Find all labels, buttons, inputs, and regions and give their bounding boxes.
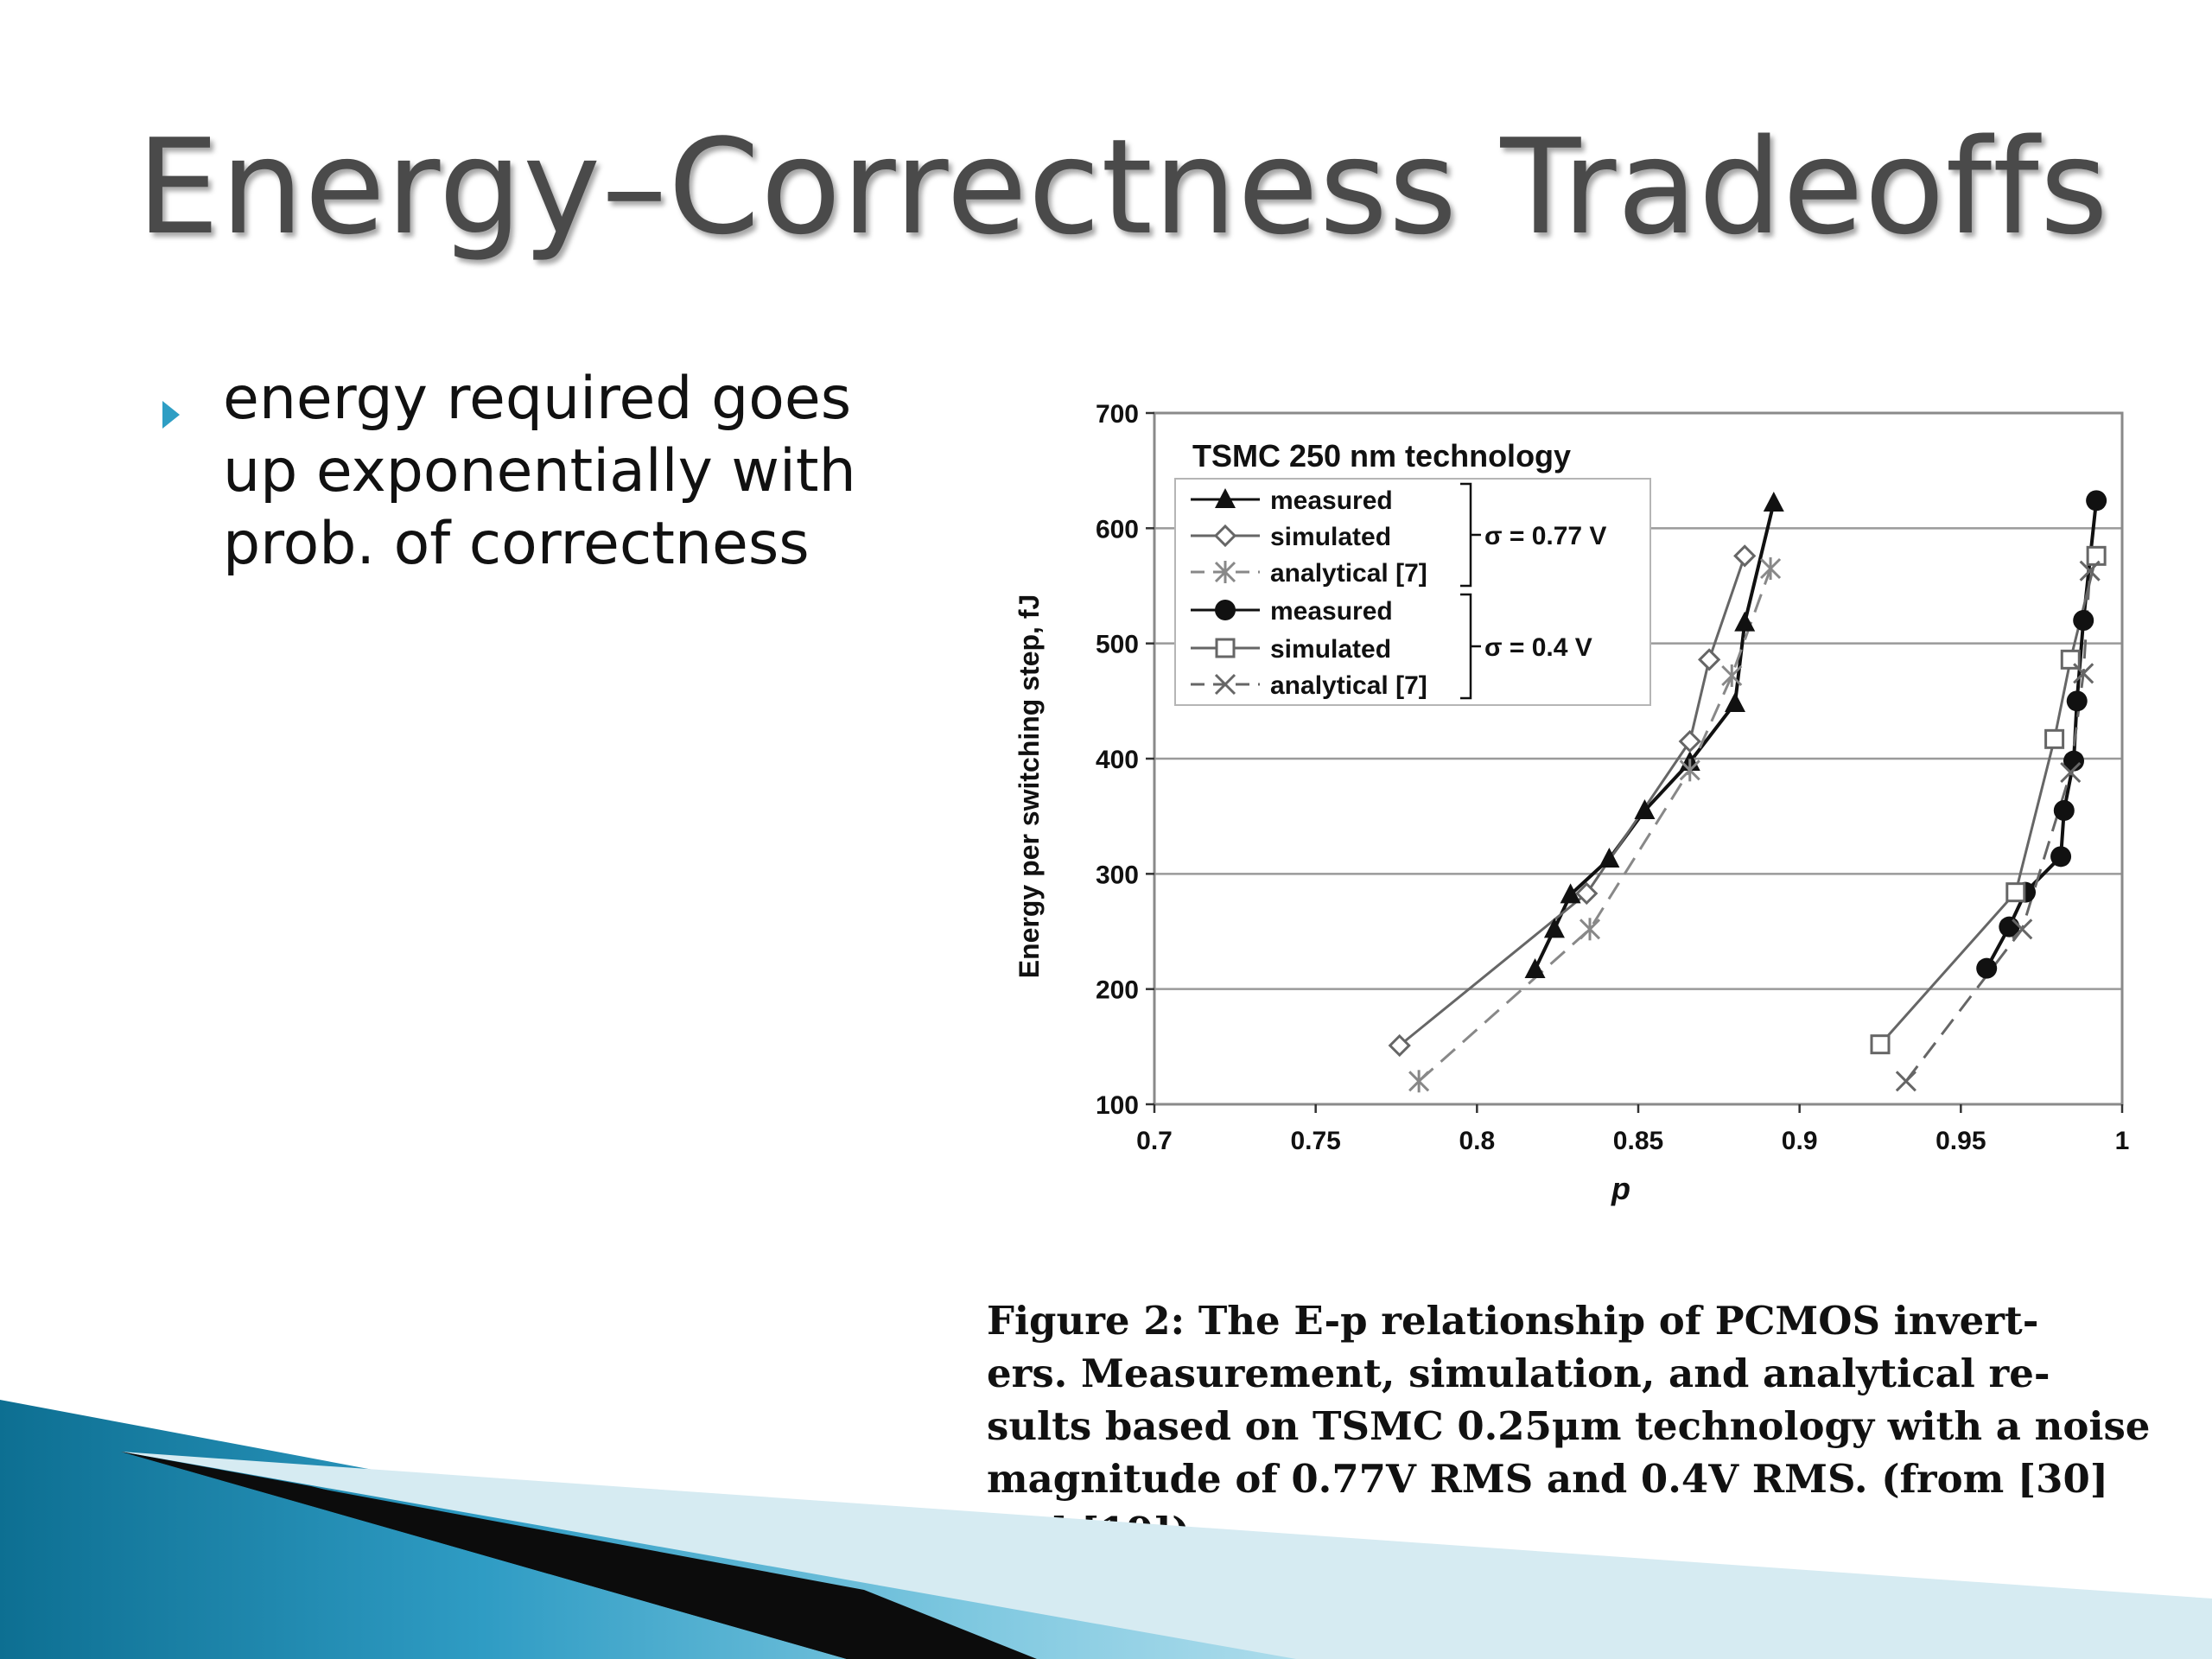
data-point — [1733, 544, 1757, 568]
series-line — [1985, 500, 2099, 969]
x-tick-label: 0.9 — [1782, 1127, 1818, 1155]
legend-group-label: σ = 0.77 V — [1484, 522, 1606, 550]
legend-label: measured — [1270, 597, 1393, 626]
data-point — [1976, 957, 1998, 979]
x-tick-label: 0.75 — [1290, 1127, 1340, 1155]
bullet-line: up exponentially with — [223, 437, 856, 505]
y-tick-label: 300 — [1096, 861, 1139, 889]
y-axis-label: Energy per switching step, fJ — [1014, 594, 1045, 979]
energy-vs-p-chart: 100 200 300 400 500 600 700 0.7 0.75 0.8 0.85 0.9 0.… — [1014, 400, 2129, 1206]
y-tick-label: 100 — [1096, 1091, 1139, 1120]
legend-marker — [1213, 524, 1237, 548]
data-point — [1575, 881, 1599, 906]
legend-marker — [1215, 638, 1236, 658]
bullet-line: prob. of correctness — [223, 510, 810, 578]
legend-marker — [1214, 561, 1236, 583]
data-point — [1678, 729, 1701, 753]
legend: measured simulated analytical [7] measured s… — [1174, 478, 1651, 706]
data-point — [1760, 557, 1782, 580]
legend-label: simulated — [1270, 523, 1391, 551]
data-point — [2044, 728, 2065, 749]
slide-title: Energy–Correctness Tradeoffs — [137, 111, 2109, 264]
chart-annotation: TSMC 250 nm technology — [1192, 438, 1571, 474]
data-point — [1599, 848, 1620, 868]
data-point — [1763, 492, 1784, 512]
data-point — [2053, 800, 2075, 821]
data-point — [1895, 1071, 1916, 1092]
axes: 100 200 300 400 500 600 700 0.7 0.75 0.8 0.85 0.9 0.… — [1096, 400, 2129, 1155]
legend-box — [1174, 478, 1651, 706]
y-tick-label: 400 — [1096, 746, 1139, 774]
legend-marker — [1215, 600, 1236, 620]
data-point — [2060, 761, 2082, 784]
caption-line: sults based on TSMC 0.25μm technology wi… — [987, 1403, 2151, 1449]
figure-caption: Figure 2: The E-p relationship of PCMOS … — [987, 1294, 2179, 1558]
y-tick-label: 200 — [1096, 976, 1139, 1005]
x-tick-label: 0.8 — [1459, 1127, 1495, 1155]
data-point — [2086, 490, 2107, 512]
x-tick-label: 0.7 — [1136, 1127, 1173, 1155]
bullet-text: energy required goes up exponentially wi… — [223, 363, 949, 581]
data-point — [1679, 759, 1700, 782]
legend-label: analytical [7] — [1270, 671, 1427, 700]
legend-marker — [1214, 673, 1236, 696]
data-point — [1734, 611, 1756, 632]
data-point — [1560, 883, 1581, 904]
data-point — [2066, 690, 2088, 712]
data-point — [1543, 918, 1565, 938]
data-point — [1388, 1033, 1411, 1058]
caption-line: ers. Measurement, simulation, and analyt… — [987, 1351, 2050, 1396]
data-point — [2086, 545, 2107, 566]
data-point — [1698, 648, 1721, 671]
data-point — [1579, 918, 1601, 941]
y-tick-label: 500 — [1096, 631, 1139, 659]
y-tick-label: 600 — [1096, 515, 1139, 543]
data-point — [1408, 1070, 1430, 1093]
data-point — [1725, 692, 1745, 712]
data-point — [1634, 799, 1656, 819]
data-point — [1524, 958, 1546, 978]
caption-line: magnitude of 0.77V RMS and 0.4V RMS. (fr… — [987, 1456, 2109, 1502]
caption-line: Figure 2: The E-p relationship of PCMOS … — [987, 1298, 2039, 1344]
legend-label: analytical [7] — [1270, 559, 1427, 588]
data-point — [1870, 1034, 1891, 1055]
x-axis-label: p — [1611, 1171, 1630, 1206]
data-point — [2063, 750, 2084, 772]
bullet-arrow-icon — [162, 401, 180, 429]
series-markers — [1388, 490, 2107, 1093]
data-point — [2073, 610, 2094, 631]
data-point — [1721, 664, 1743, 687]
bullet-line: energy required goes — [223, 365, 852, 433]
decorative-swoosh — [0, 1400, 2212, 1659]
y-tick-label: 700 — [1096, 400, 1139, 429]
data-point — [2050, 846, 2072, 868]
x-tick-label: 0.85 — [1613, 1127, 1663, 1155]
x-tick-label: 1 — [2115, 1127, 2130, 1155]
legend-group-label: σ = 0.4 V — [1484, 633, 1592, 662]
x-tick-label: 0.95 — [1936, 1127, 1986, 1155]
data-point — [2012, 918, 2033, 940]
legend-label: simulated — [1270, 635, 1391, 664]
data-point — [2073, 663, 2094, 684]
legend-marker — [1215, 488, 1236, 508]
data-point — [2005, 882, 2026, 903]
data-point — [2079, 560, 2101, 582]
legend-label: measured — [1270, 486, 1393, 515]
